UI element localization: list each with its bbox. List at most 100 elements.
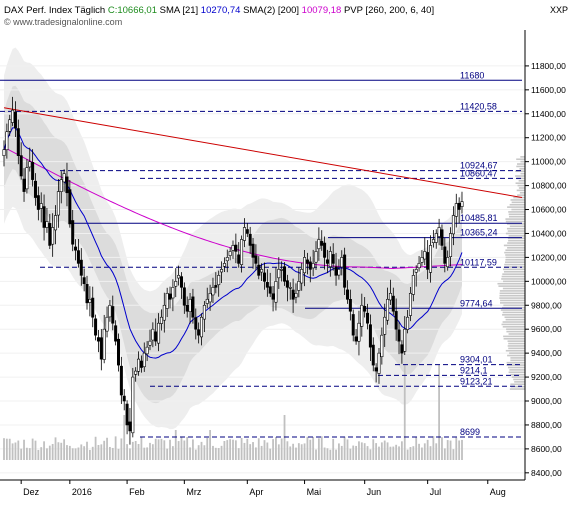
candle-body (371, 344, 375, 366)
profile-bar (505, 256, 525, 259)
candle-body (85, 284, 89, 304)
price-tick-label-4: 9200,00 (531, 372, 562, 382)
candle-body (51, 227, 55, 245)
header-segment-0: DAX Perf. Index Täglich (4, 5, 105, 16)
candle-body (205, 298, 209, 304)
volume-bar (340, 445, 343, 460)
profile-bar (500, 309, 525, 311)
volume-bar (146, 447, 149, 460)
candle-body (134, 370, 138, 375)
profile-bar (507, 237, 525, 240)
level-label-0: 11680 (460, 70, 484, 80)
candle-body (374, 367, 378, 372)
volume-bar (20, 448, 23, 460)
profile-bar (510, 199, 525, 201)
profile-bar (516, 189, 525, 192)
candle-body (351, 314, 355, 336)
candle-body (277, 269, 281, 279)
volume-bar (8, 438, 11, 460)
candle-body (56, 191, 60, 216)
profile-bar (505, 232, 525, 235)
volume-bar (266, 442, 269, 460)
volume-bar (186, 436, 189, 460)
candle-body (119, 365, 123, 396)
volume-bar (189, 447, 191, 460)
time-axis: Dez 2016 Feb Mrz Apr Mai Jun Jul Aug (0, 479, 525, 497)
candle-body (137, 358, 141, 372)
candle-body (5, 131, 9, 151)
candle-body (228, 251, 232, 256)
profile-bar (506, 227, 525, 230)
candle-body (214, 285, 218, 288)
candle-body (265, 282, 269, 288)
candle-body (242, 227, 246, 241)
candle-body (162, 304, 166, 321)
candle-body (340, 257, 344, 268)
profile-bar (507, 247, 525, 249)
volume-bar (260, 445, 263, 460)
volume-bar (423, 443, 426, 460)
volume-bar (220, 445, 223, 460)
candle-body (440, 229, 444, 246)
volume-bar (403, 365, 406, 460)
volume-bar (289, 446, 292, 460)
profile-bar (508, 371, 525, 374)
profile-bar (503, 337, 525, 340)
volume-bar (455, 437, 458, 460)
volume-bar (183, 440, 186, 460)
candle-body (457, 202, 461, 210)
downtrend-line (3, 107, 523, 199)
candle-body (429, 245, 433, 273)
candle-body (460, 201, 464, 207)
candle-body (225, 257, 229, 262)
volume-bar (229, 439, 232, 460)
candle-body (191, 296, 195, 318)
profile-bar (507, 242, 525, 244)
candle-body (128, 421, 132, 432)
volume-bar (323, 447, 326, 460)
header-segment-6: PVP [260, 200, 6, 40] (341, 5, 434, 16)
volume-bar (57, 442, 60, 460)
candle-body (408, 292, 412, 316)
candle-body (165, 292, 169, 309)
volume-bar (426, 439, 429, 460)
profile-bar (511, 376, 525, 378)
volume-bar (14, 442, 17, 460)
candle-body (240, 239, 244, 265)
level-label-6: 10117,59 (460, 257, 497, 267)
profile-bar (509, 352, 525, 354)
candle-body (139, 360, 143, 368)
profile-bar (502, 306, 525, 309)
volume-bar (383, 440, 386, 460)
profile-bar (503, 304, 525, 307)
candle-body (117, 338, 121, 366)
profile-bar (498, 285, 525, 287)
volume-bar (214, 447, 217, 460)
volume-bar (54, 437, 57, 460)
candle-body (397, 329, 401, 342)
volume-bar (263, 440, 266, 460)
candle-body (125, 403, 129, 426)
candle-body (257, 264, 261, 276)
profile-bar (520, 156, 525, 158)
trendline (3, 107, 523, 199)
candle-body (16, 128, 20, 156)
level-label-8: 9304,01 (460, 355, 493, 365)
profile-bar (507, 206, 525, 208)
candle-body (222, 263, 226, 267)
volume-bar (461, 439, 463, 460)
copyright-label: © www.tradesignalonline.com (4, 17, 122, 27)
candle-body (99, 337, 103, 360)
volume-bar (295, 447, 297, 460)
candle-body (39, 203, 43, 209)
volume-bar (154, 438, 157, 460)
volume-bar (37, 449, 40, 460)
candle-body (294, 292, 298, 298)
candle-body (348, 299, 352, 312)
volume-bar (28, 448, 31, 460)
sma21-path (3, 127, 463, 359)
profile-bar (510, 357, 525, 359)
volume-bar (94, 436, 97, 460)
candle-body (188, 298, 192, 312)
